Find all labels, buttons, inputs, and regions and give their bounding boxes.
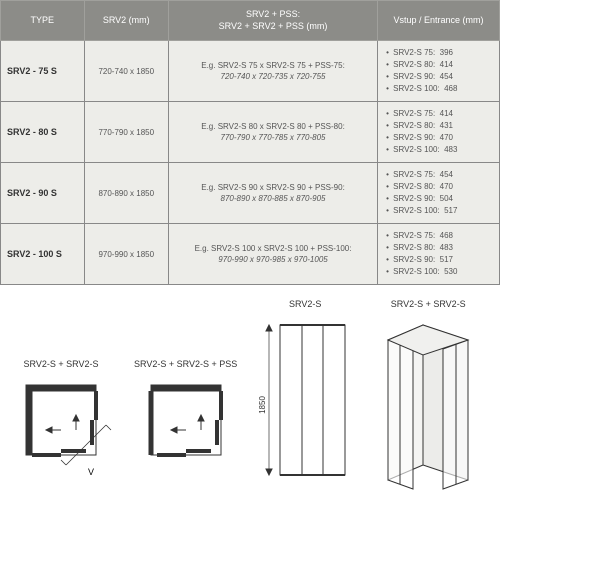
cell-entrance: • SRV2-S 75: 396• SRV2-S 80: 414• SRV2-S… <box>378 41 500 102</box>
diagram-iso: SRV2-S + SRV2-S <box>373 299 483 495</box>
v-label: V <box>88 467 94 477</box>
table-row: SRV2 - 75 S720-740 x 1850E.g. SRV2-S 75 … <box>1 41 500 102</box>
diagram-label: SRV2-S + SRV2-S <box>6 359 116 369</box>
cell-entrance: • SRV2-S 75: 454• SRV2-S 80: 470• SRV2-S… <box>378 163 500 224</box>
cell-combo: E.g. SRV2-S 90 x SRV2-S 90 + PSS-90:870-… <box>168 163 377 224</box>
diagrams-row: SRV2-S + SRV2-S <box>0 285 600 503</box>
diagram-label: SRV2-S + SRV2-S <box>373 299 483 309</box>
cell-entrance: • SRV2-S 75: 468• SRV2-S 80: 483• SRV2-S… <box>378 224 500 285</box>
front-svg: 1850 <box>255 315 355 495</box>
table-row: SRV2 - 80 S770-790 x 1850E.g. SRV2-S 80 … <box>1 102 500 163</box>
diagram-topview-1: SRV2-S + SRV2-S <box>6 359 116 495</box>
table-row: SRV2 - 100 S970-990 x 1850E.g. SRV2-S 10… <box>1 224 500 285</box>
cell-srv2: 770-790 x 1850 <box>84 102 168 163</box>
diagram-topview-2: SRV2-S + SRV2-S + PSS <box>134 359 237 495</box>
diagram-label: SRV2-S + SRV2-S + PSS <box>134 359 237 369</box>
cell-combo: E.g. SRV2-S 100 x SRV2-S 100 + PSS-100:9… <box>168 224 377 285</box>
diagram-front: SRV2-S 1850 <box>255 299 355 495</box>
cell-entrance: • SRV2-S 75: 414• SRV2-S 80: 431• SRV2-S… <box>378 102 500 163</box>
th-entrance: Vstup / Entrance (mm) <box>378 1 500 41</box>
iso-svg <box>373 315 483 495</box>
cell-type: SRV2 - 90 S <box>1 163 85 224</box>
th-srv2: SRV2 (mm) <box>84 1 168 41</box>
topview2-svg <box>136 375 236 495</box>
cell-type: SRV2 - 75 S <box>1 41 85 102</box>
cell-srv2: 970-990 x 1850 <box>84 224 168 285</box>
cell-srv2: 870-890 x 1850 <box>84 163 168 224</box>
th-combo: SRV2 + PSS: SRV2 + SRV2 + PSS (mm) <box>168 1 377 41</box>
spec-table: TYPE SRV2 (mm) SRV2 + PSS: SRV2 + SRV2 +… <box>0 0 500 285</box>
cell-combo: E.g. SRV2-S 80 x SRV2-S 80 + PSS-80:770-… <box>168 102 377 163</box>
cell-type: SRV2 - 80 S <box>1 102 85 163</box>
table-row: SRV2 - 90 S870-890 x 1850E.g. SRV2-S 90 … <box>1 163 500 224</box>
topview1-svg: V <box>6 375 116 495</box>
cell-type: SRV2 - 100 S <box>1 224 85 285</box>
cell-srv2: 720-740 x 1850 <box>84 41 168 102</box>
cell-combo: E.g. SRV2-S 75 x SRV2-S 75 + PSS-75:720-… <box>168 41 377 102</box>
diagram-label: SRV2-S <box>255 299 355 309</box>
height-label: 1850 <box>258 396 267 414</box>
th-type: TYPE <box>1 1 85 41</box>
